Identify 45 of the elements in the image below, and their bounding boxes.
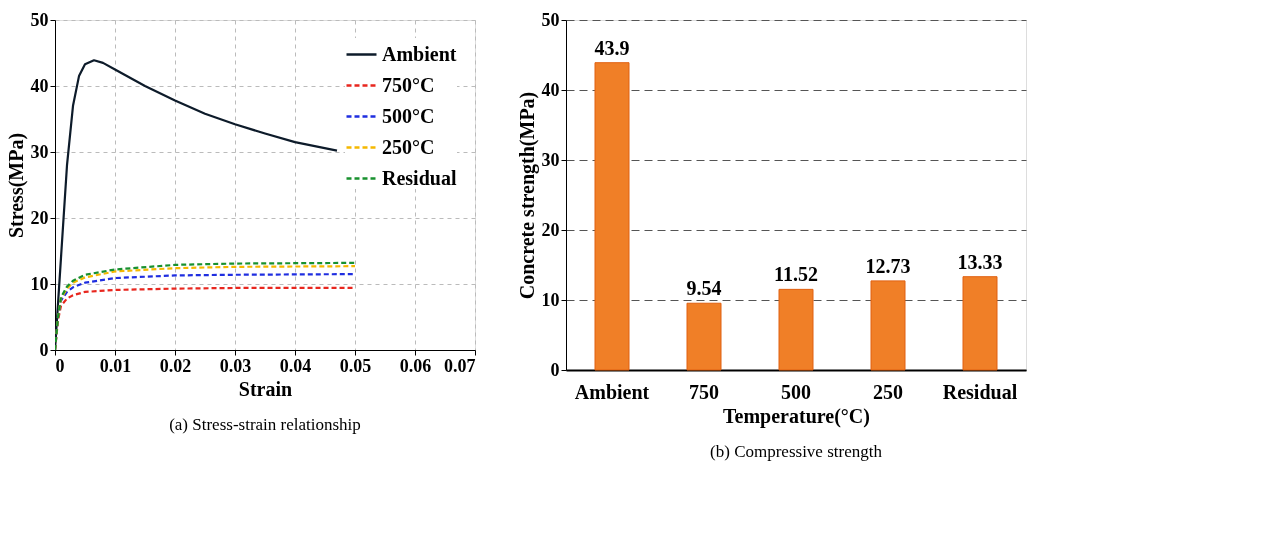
- data-label: 9.54: [686, 277, 722, 300]
- x-axis-title: Temperature(°C): [723, 404, 870, 428]
- legend-label: 250°C: [382, 135, 435, 158]
- bar: [870, 280, 906, 371]
- bar: [686, 302, 722, 371]
- x-tick-label: 250: [873, 380, 903, 403]
- y-tick-label: 50: [541, 9, 560, 30]
- data-label: 12.73: [865, 254, 911, 277]
- y-tick-label: 0: [39, 339, 49, 360]
- y-tick-label: 20: [541, 219, 560, 240]
- data-label: 13.33: [957, 250, 1003, 273]
- bar: [594, 62, 630, 371]
- x-tick-label: 0.04: [279, 355, 312, 376]
- legend-label: Ambient: [382, 42, 457, 65]
- x-tick-label: 0.06: [399, 355, 432, 376]
- x-tick-label: 500: [781, 380, 811, 403]
- text: (b) Compressive strength: [710, 442, 883, 461]
- x-tick-label: 0.05: [339, 355, 372, 376]
- x-axis-title: Strain: [238, 377, 293, 400]
- y-axis-title: Stress(MPa): [4, 132, 28, 239]
- x-tick-label: 0.07: [444, 355, 476, 376]
- y-tick-label: 40: [30, 75, 49, 96]
- y-tick-label: 30: [541, 149, 560, 170]
- bar: [962, 276, 998, 371]
- legend-label: Residual: [382, 166, 457, 189]
- y-axis-title: Concrete strength(MPa): [515, 91, 539, 300]
- x-tick-label: 0: [55, 355, 65, 376]
- data-label: 43.9: [594, 36, 630, 59]
- y-tick-label: 50: [30, 9, 49, 30]
- x-tick-label: Residual: [942, 380, 1018, 403]
- x-tick-label: 0.02: [159, 355, 192, 376]
- data-label: 11.52: [774, 263, 818, 286]
- y-tick-label: 30: [30, 141, 49, 162]
- legend-label: 750°C: [382, 73, 435, 96]
- y-tick-label: 40: [541, 79, 560, 100]
- text: (a) Stress-strain relationship: [169, 415, 361, 434]
- x-tick-label: 0.01: [99, 355, 132, 376]
- y-tick-label: 20: [30, 207, 49, 228]
- legend-label: 500°C: [382, 104, 435, 127]
- x-tick-label: Ambient: [574, 380, 650, 403]
- bar: [778, 288, 814, 371]
- y-tick-label: 10: [30, 273, 49, 294]
- x-tick-label: 750: [689, 380, 719, 403]
- y-tick-label: 10: [541, 289, 560, 310]
- x-tick-label: 0.03: [219, 355, 252, 376]
